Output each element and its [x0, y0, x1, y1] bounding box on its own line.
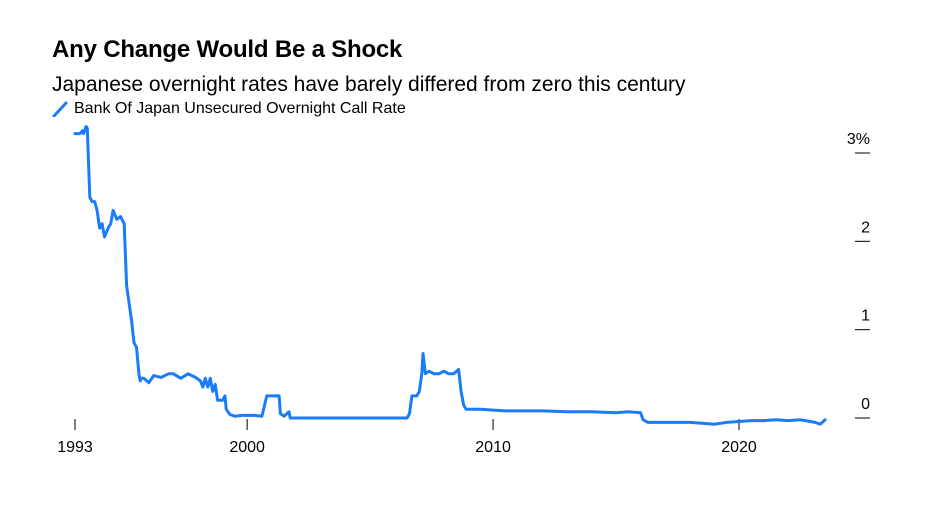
x-tick-label: 2020 — [721, 439, 757, 456]
chart-title: Any Change Would Be a Shock — [52, 36, 403, 63]
series-group — [73, 125, 827, 426]
chart-subtitle: Japanese overnight rates have barely dif… — [52, 73, 686, 96]
y-tick-label: 1 — [861, 308, 870, 325]
y-tick-label: 2 — [861, 219, 870, 236]
y-tick-label: 3% — [847, 131, 870, 148]
legend-label: Bank Of Japan Unsecured Overnight Call R… — [74, 100, 406, 117]
legend-line-icon — [52, 101, 68, 117]
legend: Bank Of Japan Unsecured Overnight Call R… — [52, 100, 406, 118]
x-tick-label: 2010 — [475, 439, 511, 456]
x-tick-label: 2000 — [229, 439, 265, 456]
x-axis: 1993 2000 2010 2020 — [57, 419, 757, 456]
series-line-call-rate — [73, 125, 827, 426]
x-tick-label: 1993 — [57, 439, 93, 456]
y-tick-label: 0 — [861, 396, 870, 413]
y-axis: 0 1 2 3% — [847, 131, 870, 419]
